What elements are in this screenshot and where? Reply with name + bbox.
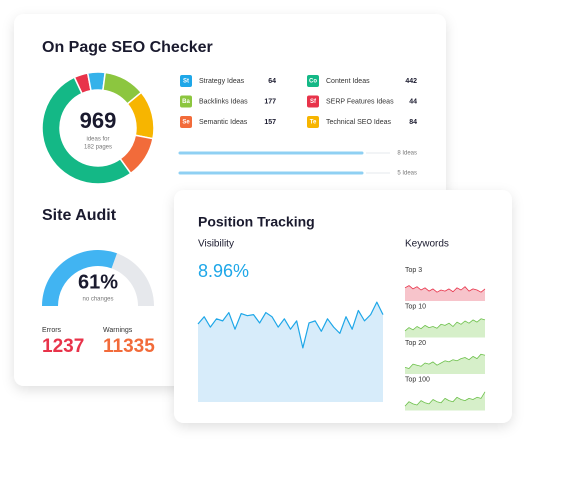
warnings-value: 11335 <box>103 336 155 357</box>
idea-label: Strategy Ideas <box>199 78 245 85</box>
idea-count: 442 <box>405 78 417 85</box>
idea-label: Content Ideas <box>326 78 370 85</box>
card-title: Position Tracking <box>198 214 315 230</box>
idea-count: 64 <box>268 78 276 85</box>
area-fill <box>405 391 485 411</box>
area-fill <box>405 285 485 301</box>
visibility-label: Visibility <box>198 239 234 250</box>
idea-label: Technical SEO Ideas <box>326 119 391 126</box>
idea-badge-text: Sf <box>310 99 317 105</box>
gauge-value: 61% <box>78 271 118 293</box>
warnings-label: Warnings <box>103 327 133 334</box>
area-line <box>404 318 486 332</box>
area-fill <box>405 354 485 374</box>
area-fill <box>198 302 383 402</box>
area-fill <box>405 318 485 338</box>
donut-caption: ideas for <box>86 137 109 143</box>
idea-badge-text: Te <box>310 120 317 126</box>
area-line <box>404 391 486 407</box>
keyword-label: Top 10 <box>405 303 426 310</box>
idea-badge <box>180 75 192 87</box>
idea-badge <box>307 116 319 128</box>
keyword-label: Top 100 <box>405 376 430 383</box>
card-title: Site Audit <box>42 207 117 224</box>
errors-label: Errors <box>42 327 62 334</box>
idea-badge-text: St <box>183 79 189 85</box>
donut-segment <box>41 76 132 185</box>
idea-label: Backlinks Ideas <box>199 98 248 105</box>
idea-count: 84 <box>409 119 417 126</box>
idea-badge <box>307 95 319 108</box>
keyword-label: Top 3 <box>405 267 422 274</box>
idea-badge <box>180 95 192 108</box>
progress-label: 5 Ideas <box>397 171 417 177</box>
card-title: On Page SEO Checker <box>42 39 213 56</box>
area-line <box>404 353 486 369</box>
visibility-value: 8.96% <box>198 261 249 281</box>
idea-count: 157 <box>264 119 276 126</box>
gauge-caption: no changes <box>82 297 113 303</box>
idea-badge <box>307 75 319 87</box>
gauge-track <box>111 253 154 306</box>
idea-badge-text: Ba <box>182 99 190 105</box>
idea-label: Semantic Ideas <box>199 119 248 126</box>
keywords-label: Keywords <box>405 239 449 250</box>
idea-badge-text: Se <box>182 120 190 126</box>
donut-total: 969 <box>80 108 117 133</box>
idea-count: 44 <box>409 98 417 105</box>
idea-badge-text: Co <box>309 79 317 85</box>
keyword-label: Top 20 <box>405 340 426 347</box>
idea-label: SERP Features Ideas <box>326 98 394 105</box>
progress-label: 8 Ideas <box>397 151 417 157</box>
donut-caption: 182 pages <box>84 145 112 151</box>
gauge-bar <box>42 249 117 306</box>
idea-count: 177 <box>264 98 276 105</box>
errors-value: 1237 <box>42 336 84 357</box>
area-line <box>197 301 384 349</box>
area-line <box>404 285 486 293</box>
idea-badge <box>180 116 192 128</box>
